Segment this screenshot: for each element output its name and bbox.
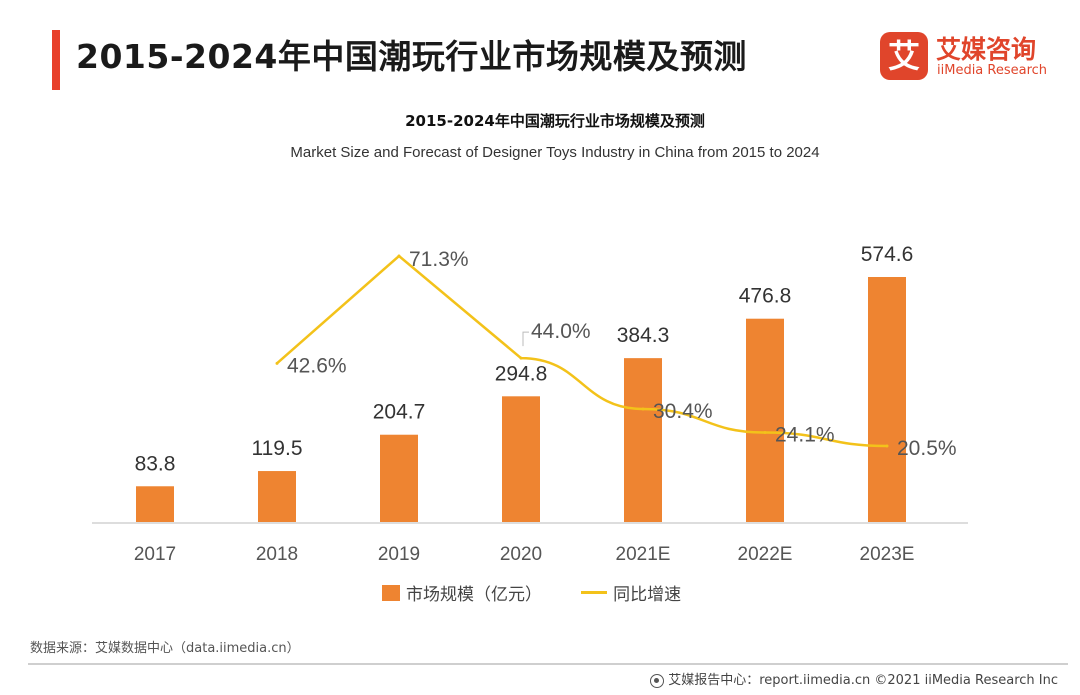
growth-rate-label: 30.4% [653,400,713,423]
legend-line-swatch [581,591,608,594]
bar-value-label: 83.8 [135,452,176,475]
footer-copyright-text: 艾媒报告中心：report.iimedia.cn ©2021 iiMedia R… [668,673,1058,688]
x-tick-label: 2019 [378,544,420,565]
bar [868,277,906,522]
footer-copyright: 艾媒报告中心：report.iimedia.cn ©2021 iiMedia R… [650,669,1058,688]
growth-rate-label: 44.0% [531,320,591,343]
page-title: 2015-2024年中国潮玩行业市场规模及预测 [76,37,747,76]
report-center-icon [650,673,665,688]
line-point [763,431,767,435]
bar-value-label: 119.5 [252,437,303,460]
line-point [641,407,645,411]
x-tick-label: 2021E [616,544,671,565]
brand-name-en: iiMedia Research [937,63,1048,78]
x-tick-label: 2020 [500,544,542,565]
bar-value-label: 204.7 [373,401,426,424]
x-tick-label: 2017 [134,544,176,565]
growth-rate-label: 24.1% [775,424,835,447]
bar [746,318,784,522]
bar [502,396,540,522]
growth-rate-label: 42.6% [287,354,347,377]
line-point [397,254,401,258]
footer-divider [28,663,1068,665]
growth-rate-label: 20.5% [897,437,957,460]
legend-bar-label: 市场规模（亿元） [406,585,542,605]
line-point [885,444,889,448]
label-leader-line [522,331,529,347]
legend-item-line: 同比增速 [581,580,681,605]
legend-bar-swatch [382,584,400,601]
bar-value-label: 384.3 [617,324,670,347]
bar [624,358,662,522]
brand-name-cn: 艾媒咨询 [936,35,1037,64]
growth-rate-label: 71.3% [409,248,469,271]
legend-line-label: 同比增速 [613,585,682,605]
chart-subtitle: Market Size and Forecast of Designer Toy… [290,144,820,161]
growth-rate-line [276,254,888,448]
title-accent-bar [52,30,60,90]
bar-value-label: 476.8 [739,285,792,308]
bar-value-label: 574.6 [861,243,914,266]
brand-logo: 艾 艾媒咨询 iiMedia Research [880,30,1060,84]
bar [136,486,174,522]
legend-item-bar: 市场规模（亿元） [382,580,542,605]
brand-mark-icon: 艾 [880,32,928,80]
line-point [275,361,279,365]
chart-title: 2015-2024年中国潮玩行业市场规模及预测 [405,112,705,130]
bar [380,434,418,522]
x-tick-label: 2018 [256,544,298,565]
x-tick-label: 2023E [860,544,915,565]
x-tick-label: 2022E [738,544,793,565]
data-source-note: 数据来源：艾媒数据中心（data.iimedia.cn） [30,641,300,656]
bar-value-label: 294.8 [495,362,548,385]
line-point [519,356,523,360]
bar [258,471,296,522]
chart-legend: 市场规模（亿元） 同比增速 [382,580,715,606]
